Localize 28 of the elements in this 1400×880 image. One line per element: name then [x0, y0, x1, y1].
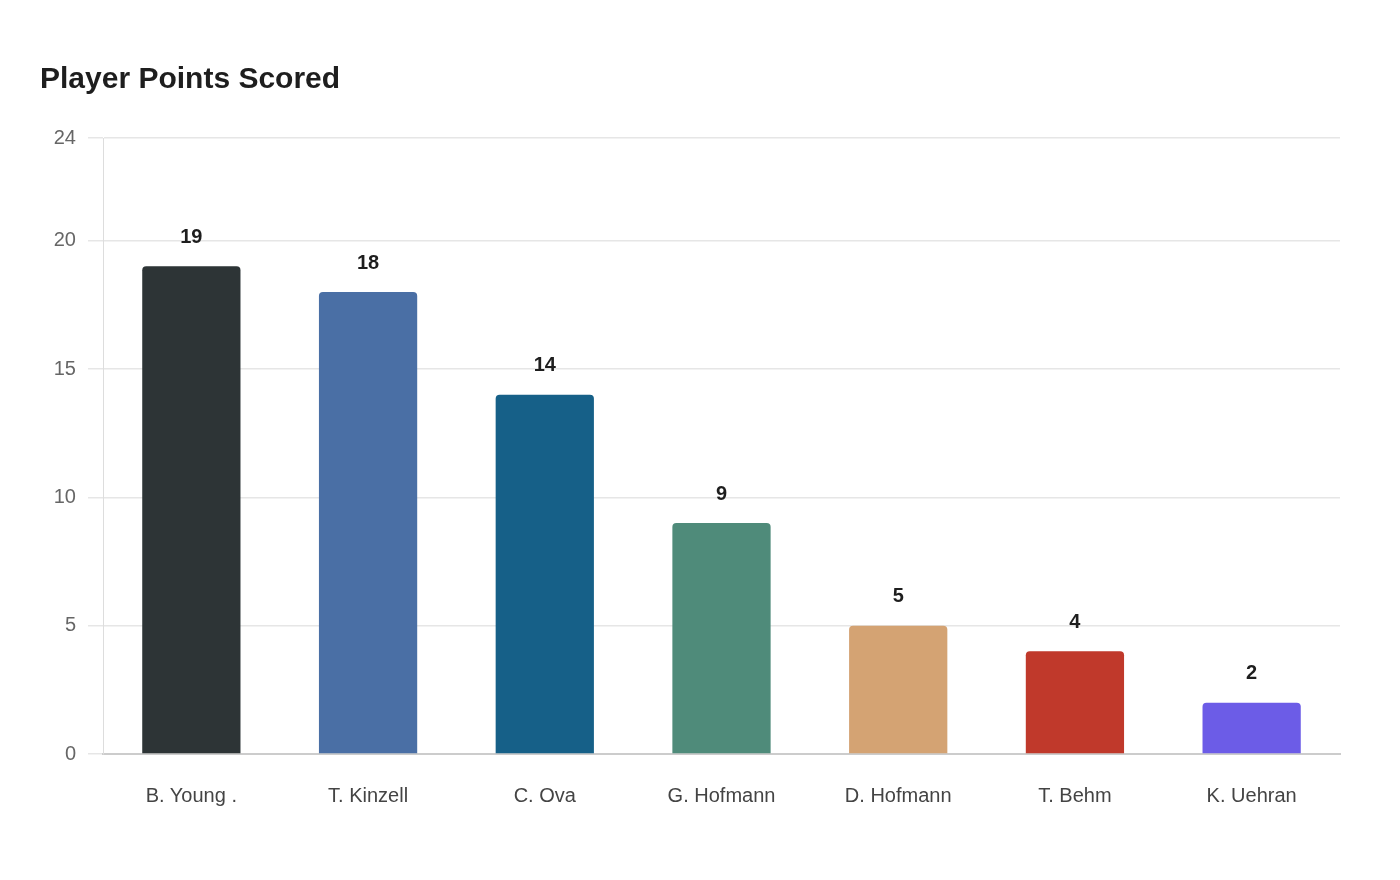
data-label: 19 [180, 224, 203, 247]
x-tick-label: T. Kinzell [328, 783, 409, 806]
y-tick-label: 20 [53, 228, 76, 251]
x-tick-label: K. Uehran [1206, 783, 1297, 806]
x-tick-label: B. Young . [145, 783, 237, 806]
bar [672, 523, 771, 754]
x-tick-label: C. Ova [513, 783, 577, 806]
y-tick-label: 5 [64, 613, 76, 636]
bar [495, 394, 594, 754]
chart-title: Player Points Scored [40, 61, 341, 95]
bar [318, 292, 418, 754]
y-tick-label: 24 [53, 125, 76, 148]
bar [142, 266, 241, 754]
x-tick-label: D. Hofmann [844, 783, 952, 806]
y-tick-label: 0 [64, 741, 76, 764]
data-label: 14 [533, 353, 557, 376]
x-tick-label: G. Hofmann [667, 783, 776, 806]
bar [1025, 651, 1125, 754]
data-label: 5 [892, 584, 904, 607]
y-tick-label: 10 [53, 484, 76, 507]
data-label: 9 [715, 481, 728, 504]
bar [1202, 702, 1301, 754]
x-tick-label: T. Behm [1038, 783, 1112, 806]
data-label: 2 [1246, 661, 1258, 684]
y-tick-label: 15 [53, 356, 76, 379]
bar [849, 625, 948, 754]
data-label: 4 [1069, 609, 1082, 632]
data-label: 18 [356, 250, 380, 273]
